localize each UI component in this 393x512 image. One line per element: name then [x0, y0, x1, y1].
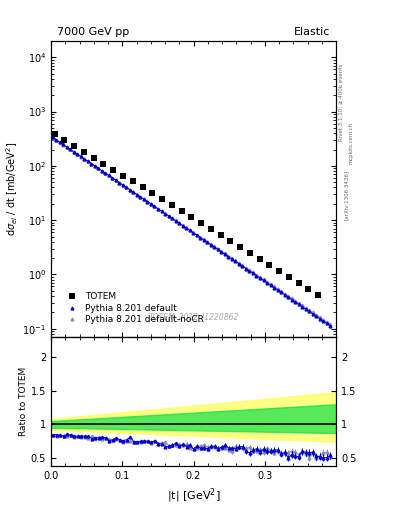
Pythia 8.201 default-noCR: [50, 135, 55, 141]
Line: Pythia 8.201 default-noCR: Pythia 8.201 default-noCR: [51, 136, 332, 326]
TOTEM: [169, 202, 174, 208]
TOTEM: [179, 208, 184, 215]
Pythia 8.201 default-noCR: [219, 248, 224, 254]
Pythia 8.201 default: [215, 246, 220, 252]
Pythia 8.201 default-noCR: [296, 300, 301, 306]
Text: [arXiv:1306.3436]: [arXiv:1306.3436]: [344, 169, 349, 220]
TOTEM: [257, 256, 262, 262]
Text: TOTEM_2012_I1220862: TOTEM_2012_I1220862: [149, 312, 239, 321]
TOTEM: [248, 250, 252, 257]
Y-axis label: d$\sigma_{el}$ / dt [mb/GeV$^{2}$]: d$\sigma_{el}$ / dt [mb/GeV$^{2}$]: [4, 142, 20, 236]
TOTEM: [199, 220, 204, 226]
TOTEM: [208, 226, 213, 232]
Pythia 8.201 default: [173, 218, 178, 224]
Pythia 8.201 default: [50, 134, 55, 140]
Pythia 8.201 default: [328, 323, 333, 329]
Text: mcplots.cern.ch: mcplots.cern.ch: [349, 122, 354, 164]
Pythia 8.201 default: [219, 249, 224, 255]
TOTEM: [218, 232, 223, 239]
Pythia 8.201 default-noCR: [240, 262, 245, 268]
TOTEM: [296, 280, 301, 286]
TOTEM: [228, 238, 233, 244]
Pythia 8.201 default-noCR: [215, 246, 220, 252]
TOTEM: [111, 166, 116, 173]
TOTEM: [316, 292, 321, 298]
Line: Pythia 8.201 default: Pythia 8.201 default: [51, 136, 332, 327]
TOTEM: [130, 178, 135, 184]
Text: 7000 GeV pp: 7000 GeV pp: [57, 27, 129, 36]
Pythia 8.201 default: [296, 301, 301, 307]
Line: TOTEM: TOTEM: [51, 131, 321, 298]
TOTEM: [277, 268, 281, 274]
Y-axis label: Ratio to TOTEM: Ratio to TOTEM: [19, 367, 28, 436]
Pythia 8.201 default: [230, 256, 234, 262]
TOTEM: [286, 274, 291, 280]
TOTEM: [101, 160, 106, 166]
TOTEM: [91, 155, 96, 161]
TOTEM: [121, 173, 125, 179]
TOTEM: [306, 286, 311, 292]
Pythia 8.201 default-noCR: [173, 217, 178, 223]
TOTEM: [150, 190, 154, 197]
TOTEM: [238, 244, 242, 250]
TOTEM: [267, 262, 272, 268]
TOTEM: [62, 137, 67, 143]
Text: Rivet 3.1.10; ≥ 400k events: Rivet 3.1.10; ≥ 400k events: [339, 64, 344, 141]
Legend: TOTEM, Pythia 8.201 default, Pythia 8.201 default-noCR: TOTEM, Pythia 8.201 default, Pythia 8.20…: [61, 290, 206, 327]
TOTEM: [52, 131, 57, 137]
TOTEM: [189, 215, 194, 221]
TOTEM: [82, 148, 86, 155]
Pythia 8.201 default: [240, 263, 245, 269]
Pythia 8.201 default-noCR: [328, 321, 333, 327]
Pythia 8.201 default-noCR: [230, 255, 234, 261]
Text: Elastic: Elastic: [294, 27, 330, 36]
TOTEM: [160, 196, 164, 202]
TOTEM: [140, 184, 145, 190]
TOTEM: [72, 142, 77, 148]
X-axis label: |t| [GeV$^{2}$]: |t| [GeV$^{2}$]: [167, 486, 220, 505]
